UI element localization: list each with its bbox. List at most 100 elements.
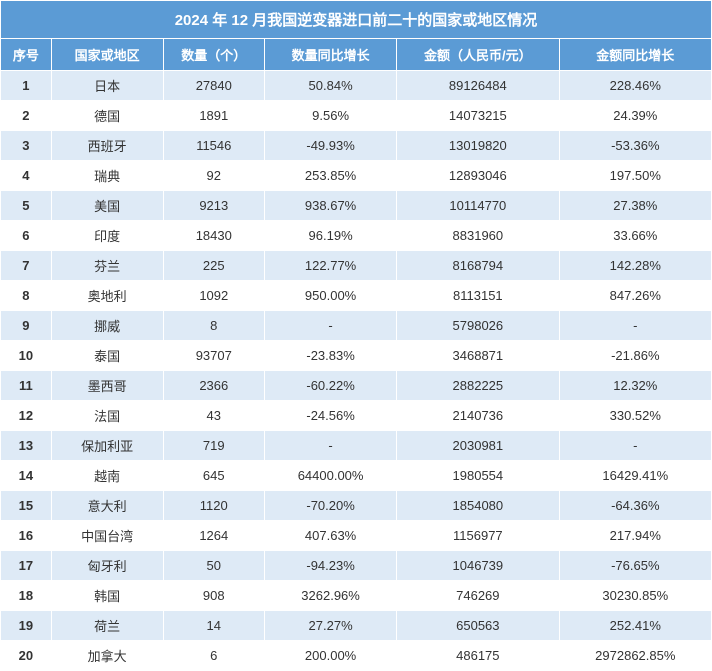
header-seq: 序号 — [1, 39, 52, 71]
cell-qty: 2366 — [163, 371, 265, 401]
table-row: 12法国43-24.56%2140736330.52% — [1, 401, 712, 431]
cell-qty-growth: 122.77% — [265, 251, 397, 281]
cell-amount-growth: 142.28% — [559, 251, 711, 281]
cell-seq: 17 — [1, 551, 52, 581]
cell-seq: 10 — [1, 341, 52, 371]
cell-seq: 11 — [1, 371, 52, 401]
cell-qty-growth: 96.19% — [265, 221, 397, 251]
cell-amount: 14073215 — [397, 101, 560, 131]
cell-country: 奥地利 — [51, 281, 163, 311]
cell-amount-growth: 252.41% — [559, 611, 711, 641]
cell-amount: 1046739 — [397, 551, 560, 581]
cell-qty: 1092 — [163, 281, 265, 311]
cell-qty: 8 — [163, 311, 265, 341]
cell-qty-growth: -49.93% — [265, 131, 397, 161]
cell-qty-growth: -23.83% — [265, 341, 397, 371]
cell-amount: 650563 — [397, 611, 560, 641]
header-amount: 金额（人民币/元） — [397, 39, 560, 71]
cell-amount-growth: 27.38% — [559, 191, 711, 221]
cell-amount-growth: 12.32% — [559, 371, 711, 401]
cell-country: 墨西哥 — [51, 371, 163, 401]
cell-country: 泰国 — [51, 341, 163, 371]
cell-country: 韩国 — [51, 581, 163, 611]
cell-amount-growth: 2972862.85% — [559, 641, 711, 671]
cell-qty: 50 — [163, 551, 265, 581]
cell-amount-growth: -53.36% — [559, 131, 711, 161]
cell-country: 加拿大 — [51, 641, 163, 671]
cell-country: 德国 — [51, 101, 163, 131]
cell-qty-growth: - — [265, 311, 397, 341]
table-header-row: 序号 国家或地区 数量（个） 数量同比增长 金额（人民币/元） 金额同比增长 — [1, 39, 712, 71]
table-row: 10泰国93707-23.83%3468871-21.86% — [1, 341, 712, 371]
table-row: 15意大利1120-70.20%1854080-64.36% — [1, 491, 712, 521]
cell-qty-growth: -60.22% — [265, 371, 397, 401]
cell-seq: 12 — [1, 401, 52, 431]
cell-seq: 19 — [1, 611, 52, 641]
cell-country: 美国 — [51, 191, 163, 221]
cell-qty: 9213 — [163, 191, 265, 221]
table-row: 13保加利亚719-2030981- — [1, 431, 712, 461]
cell-seq: 13 — [1, 431, 52, 461]
cell-qty: 1264 — [163, 521, 265, 551]
cell-amount: 8113151 — [397, 281, 560, 311]
table-row: 7芬兰225122.77%8168794142.28% — [1, 251, 712, 281]
header-amount-growth: 金额同比增长 — [559, 39, 711, 71]
cell-qty: 18430 — [163, 221, 265, 251]
cell-qty: 11546 — [163, 131, 265, 161]
cell-qty-growth: 27.27% — [265, 611, 397, 641]
cell-qty-growth: -94.23% — [265, 551, 397, 581]
cell-amount-growth: -21.86% — [559, 341, 711, 371]
cell-qty: 6 — [163, 641, 265, 671]
cell-qty-growth: -70.20% — [265, 491, 397, 521]
cell-country: 西班牙 — [51, 131, 163, 161]
cell-seq: 14 — [1, 461, 52, 491]
cell-seq: 6 — [1, 221, 52, 251]
cell-qty: 719 — [163, 431, 265, 461]
cell-amount-growth: 228.46% — [559, 71, 711, 101]
cell-seq: 2 — [1, 101, 52, 131]
cell-country: 法国 — [51, 401, 163, 431]
cell-seq: 18 — [1, 581, 52, 611]
cell-country: 意大利 — [51, 491, 163, 521]
table-row: 19荷兰1427.27%650563252.41% — [1, 611, 712, 641]
cell-qty-growth: 200.00% — [265, 641, 397, 671]
table-title: 2024 年 12 月我国逆变器进口前二十的国家或地区情况 — [1, 1, 712, 39]
cell-amount-growth: 217.94% — [559, 521, 711, 551]
cell-amount: 10114770 — [397, 191, 560, 221]
cell-amount: 1854080 — [397, 491, 560, 521]
cell-amount: 746269 — [397, 581, 560, 611]
cell-qty-growth: 9.56% — [265, 101, 397, 131]
cell-amount-growth: 330.52% — [559, 401, 711, 431]
cell-qty-growth: 938.67% — [265, 191, 397, 221]
inverter-import-table: 2024 年 12 月我国逆变器进口前二十的国家或地区情况 序号 国家或地区 数… — [0, 0, 712, 671]
cell-country: 越南 — [51, 461, 163, 491]
cell-country: 芬兰 — [51, 251, 163, 281]
cell-qty: 27840 — [163, 71, 265, 101]
cell-amount: 8831960 — [397, 221, 560, 251]
header-qty: 数量（个） — [163, 39, 265, 71]
cell-amount-growth: 847.26% — [559, 281, 711, 311]
table-row: 18韩国9083262.96%74626930230.85% — [1, 581, 712, 611]
cell-qty: 92 — [163, 161, 265, 191]
cell-amount-growth: 197.50% — [559, 161, 711, 191]
cell-qty: 1891 — [163, 101, 265, 131]
cell-amount-growth: - — [559, 431, 711, 461]
cell-seq: 9 — [1, 311, 52, 341]
cell-country: 保加利亚 — [51, 431, 163, 461]
cell-amount: 89126484 — [397, 71, 560, 101]
table-row: 16中国台湾1264407.63%1156977217.94% — [1, 521, 712, 551]
cell-country: 荷兰 — [51, 611, 163, 641]
cell-amount: 12893046 — [397, 161, 560, 191]
table-row: 11墨西哥2366-60.22%288222512.32% — [1, 371, 712, 401]
table-row: 2德国18919.56%1407321524.39% — [1, 101, 712, 131]
cell-amount-growth: - — [559, 311, 711, 341]
cell-qty-growth: 253.85% — [265, 161, 397, 191]
table-row: 3西班牙11546-49.93%13019820-53.36% — [1, 131, 712, 161]
cell-country: 瑞典 — [51, 161, 163, 191]
cell-amount: 486175 — [397, 641, 560, 671]
cell-seq: 1 — [1, 71, 52, 101]
cell-seq: 8 — [1, 281, 52, 311]
header-qty-growth: 数量同比增长 — [265, 39, 397, 71]
cell-amount-growth: -64.36% — [559, 491, 711, 521]
table-row: 8奥地利1092950.00%8113151847.26% — [1, 281, 712, 311]
